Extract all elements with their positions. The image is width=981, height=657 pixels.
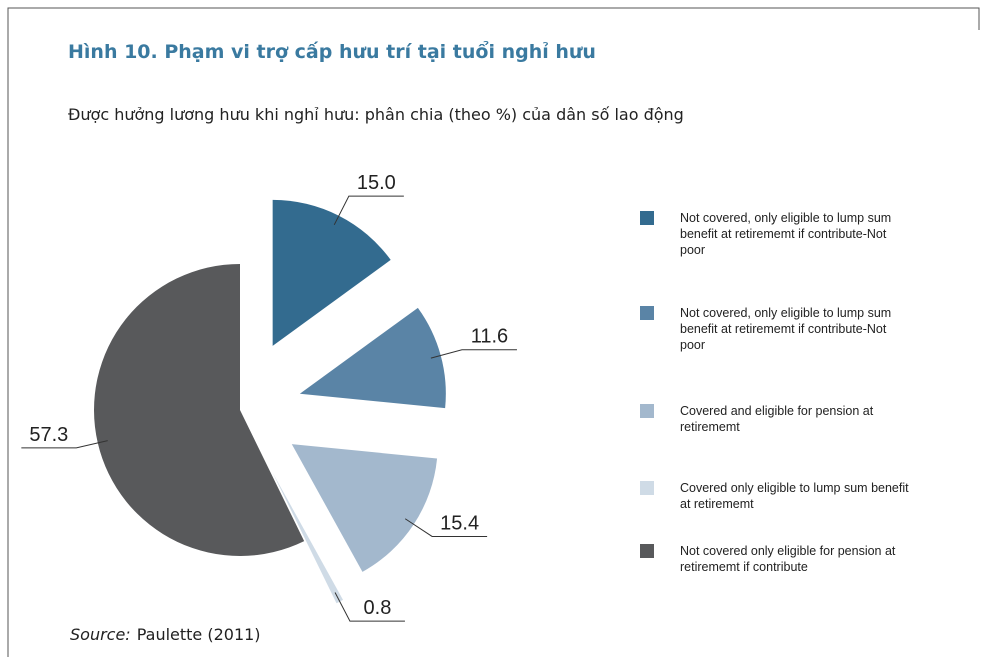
leader-line [430,349,517,359]
data-label: 0.8 [364,597,392,619]
pie-slice [291,444,438,572]
legend-label: Not covered, only eligible to lump sum b… [680,211,892,257]
legend-item: Not covered, only eligible to lump sum b… [640,305,900,353]
legend-label: Covered only eligible to lump sum benefi… [680,481,909,511]
leader-line [334,592,405,622]
legend-label: Covered and eligible for pension at reti… [680,404,874,434]
legend-item: Covered only eligible to lump sum benefi… [640,480,915,512]
legend-swatch [640,544,654,558]
legend-label: Not covered only eligible for pension at… [680,544,896,574]
chart-subtitle: Được hưởng lương hưu khi nghỉ hưu: phân … [68,105,684,124]
legend-swatch [640,306,654,320]
legend-item: Not covered, only eligible to lump sum b… [640,210,900,258]
data-label: 15.4 [440,512,479,534]
source: Source: Paulette (2011) [70,625,261,644]
leader-line [333,195,404,226]
frame [7,7,980,657]
legend-item: Covered and eligible for pension at reti… [640,403,900,435]
pie-slice [272,199,391,346]
pie-slice [299,307,446,409]
legend-swatch [640,481,654,495]
legend-item: Not covered only eligible for pension at… [640,543,935,575]
leader-line [21,440,108,449]
data-label: 15.0 [357,172,396,194]
data-label: 11.6 [471,326,508,348]
leader-line [404,518,488,537]
pie-slice [94,264,305,556]
source-label: Source: [70,625,131,644]
source-text: Paulette (2011) [137,625,261,644]
legend-label: Not covered, only eligible to lump sum b… [680,306,892,352]
pie-slice [272,472,344,604]
data-label: 57.3 [29,424,68,446]
chart-title: Hình 10. Phạm vi trợ cấp hưu trí tại tuổ… [68,40,596,63]
legend-swatch [640,404,654,418]
legend-swatch [640,211,654,225]
